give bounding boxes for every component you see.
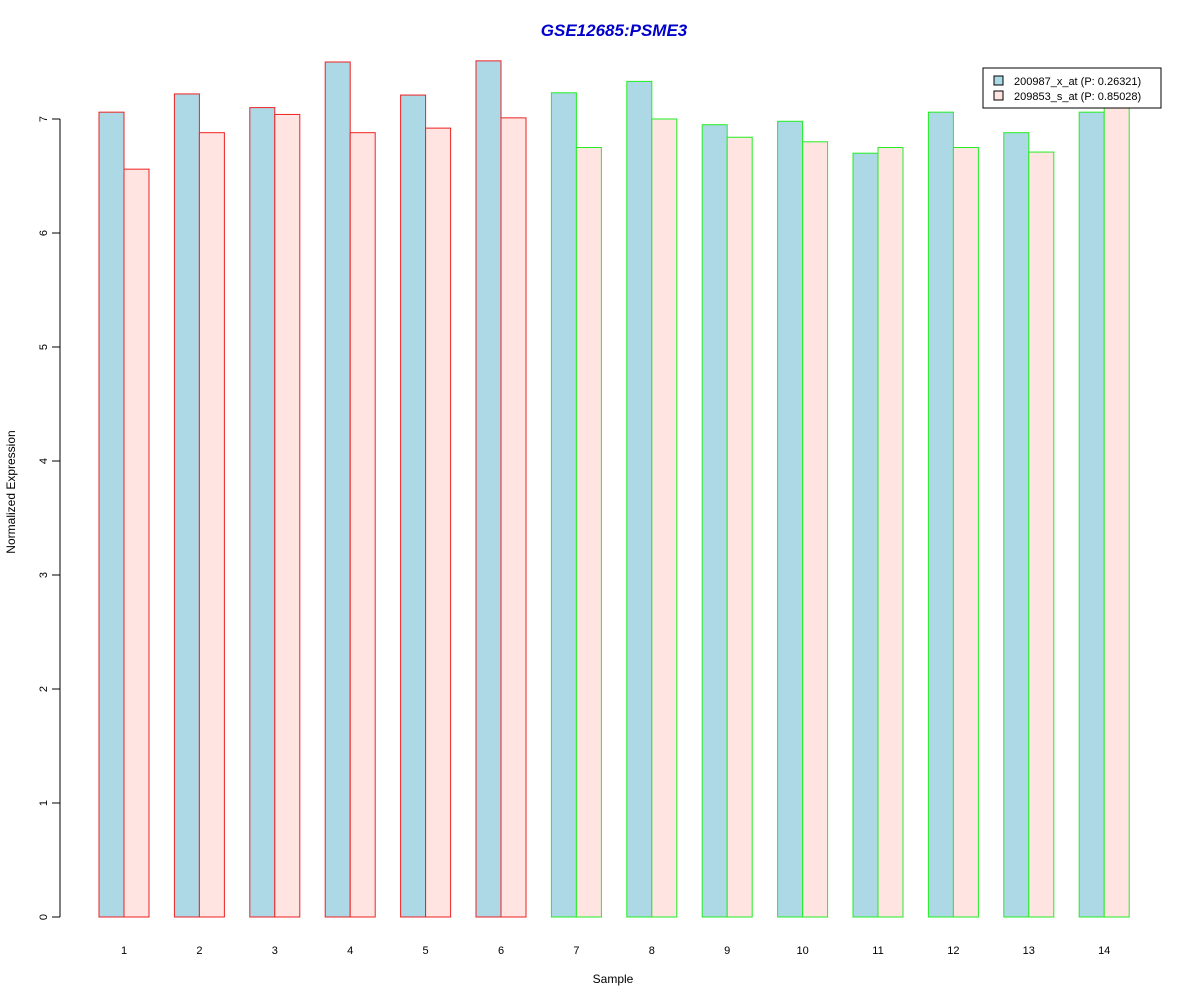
bar-probe-2-sample-9 [726,136,753,918]
bar-probe-2-sample-11 [877,147,904,918]
legend-box [982,67,1162,109]
x-tick-label: 5 [423,945,429,957]
bar-probe-2-sample-5 [425,127,452,918]
x-tick-label: 3 [272,945,278,957]
x-tick-label: 12 [947,945,959,957]
bar-probe-1-sample-14 [1078,111,1105,918]
x-tick-label: 1 [121,945,127,957]
y-tick-label: 1 [38,800,50,806]
bar-probe-1-sample-10 [777,120,804,918]
x-tick-label: 4 [347,945,353,957]
bar-probe-1-sample-12 [927,111,954,918]
y-axis: 0 1 2 3 4 5 6 7 [38,116,61,920]
bar-probe-2-sample-7 [575,147,602,918]
bar-probe-1-sample-7 [550,92,577,918]
y-tick-label: 4 [38,458,50,464]
x-tick-labels: 1 2 3 4 5 6 7 8 9 10 11 12 13 14 [121,945,1110,957]
y-tick-label: 3 [38,572,50,578]
bar-probe-1-sample-13 [1003,132,1030,918]
y-tick-label: 2 [38,686,50,692]
legend-label-1: 200987_x_at (P: 0.26321) [1014,76,1141,88]
bar-probe-1-sample-8 [626,80,653,918]
bar-probe-2-sample-14 [1103,107,1130,918]
bar-probe-2-sample-10 [802,141,829,918]
x-tick-label: 11 [872,945,883,957]
x-tick-label: 2 [196,945,202,957]
bar-probe-1-sample-4 [324,61,351,918]
bar-probe-1-sample-1 [98,111,125,918]
y-tick-label: 7 [38,116,50,122]
bar-probe-2-sample-13 [1028,151,1055,918]
bar-probe-1-sample-9 [701,124,728,918]
bar-probe-2-sample-12 [952,147,979,918]
bar-probe-1-sample-5 [400,94,427,918]
y-tick-label: 0 [38,914,50,920]
bar-probe-2-sample-1 [123,168,150,918]
legend-swatch-1 [993,75,1004,86]
bar-probe-2-sample-6 [500,117,527,918]
chart-title: GSE12685:PSME3 [541,21,688,40]
bar-probe-2-sample-8 [651,118,678,918]
legend-label-2: 209853_s_at (P: 0.85028) [1014,91,1141,103]
bar-probe-1-sample-3 [249,107,276,918]
y-axis-title: Normalized Expression [4,430,18,553]
bar-probe-2-sample-4 [349,132,376,918]
x-tick-label: 8 [649,945,655,957]
bar-probe-1-sample-11 [852,152,879,918]
bar-probe-1-sample-6 [475,60,502,918]
legend: 200987_x_at (P: 0.26321) 209853_s_at (P: … [982,67,1162,109]
x-tick-label: 7 [573,945,579,957]
y-tick-label: 5 [38,344,50,350]
x-tick-label: 14 [1098,945,1110,957]
x-tick-label: 13 [1023,945,1035,957]
bar-probe-2-sample-2 [198,132,225,918]
x-tick-label: 6 [498,945,504,957]
bar-probe-1-sample-2 [173,93,200,918]
x-axis-title: Sample [593,972,634,986]
x-tick-label: 9 [724,945,730,957]
x-tick-label: 10 [796,945,808,957]
bar-probe-2-sample-3 [274,113,301,918]
bars [98,60,1130,918]
legend-swatch-2 [993,90,1004,101]
y-tick-label: 6 [38,230,50,236]
